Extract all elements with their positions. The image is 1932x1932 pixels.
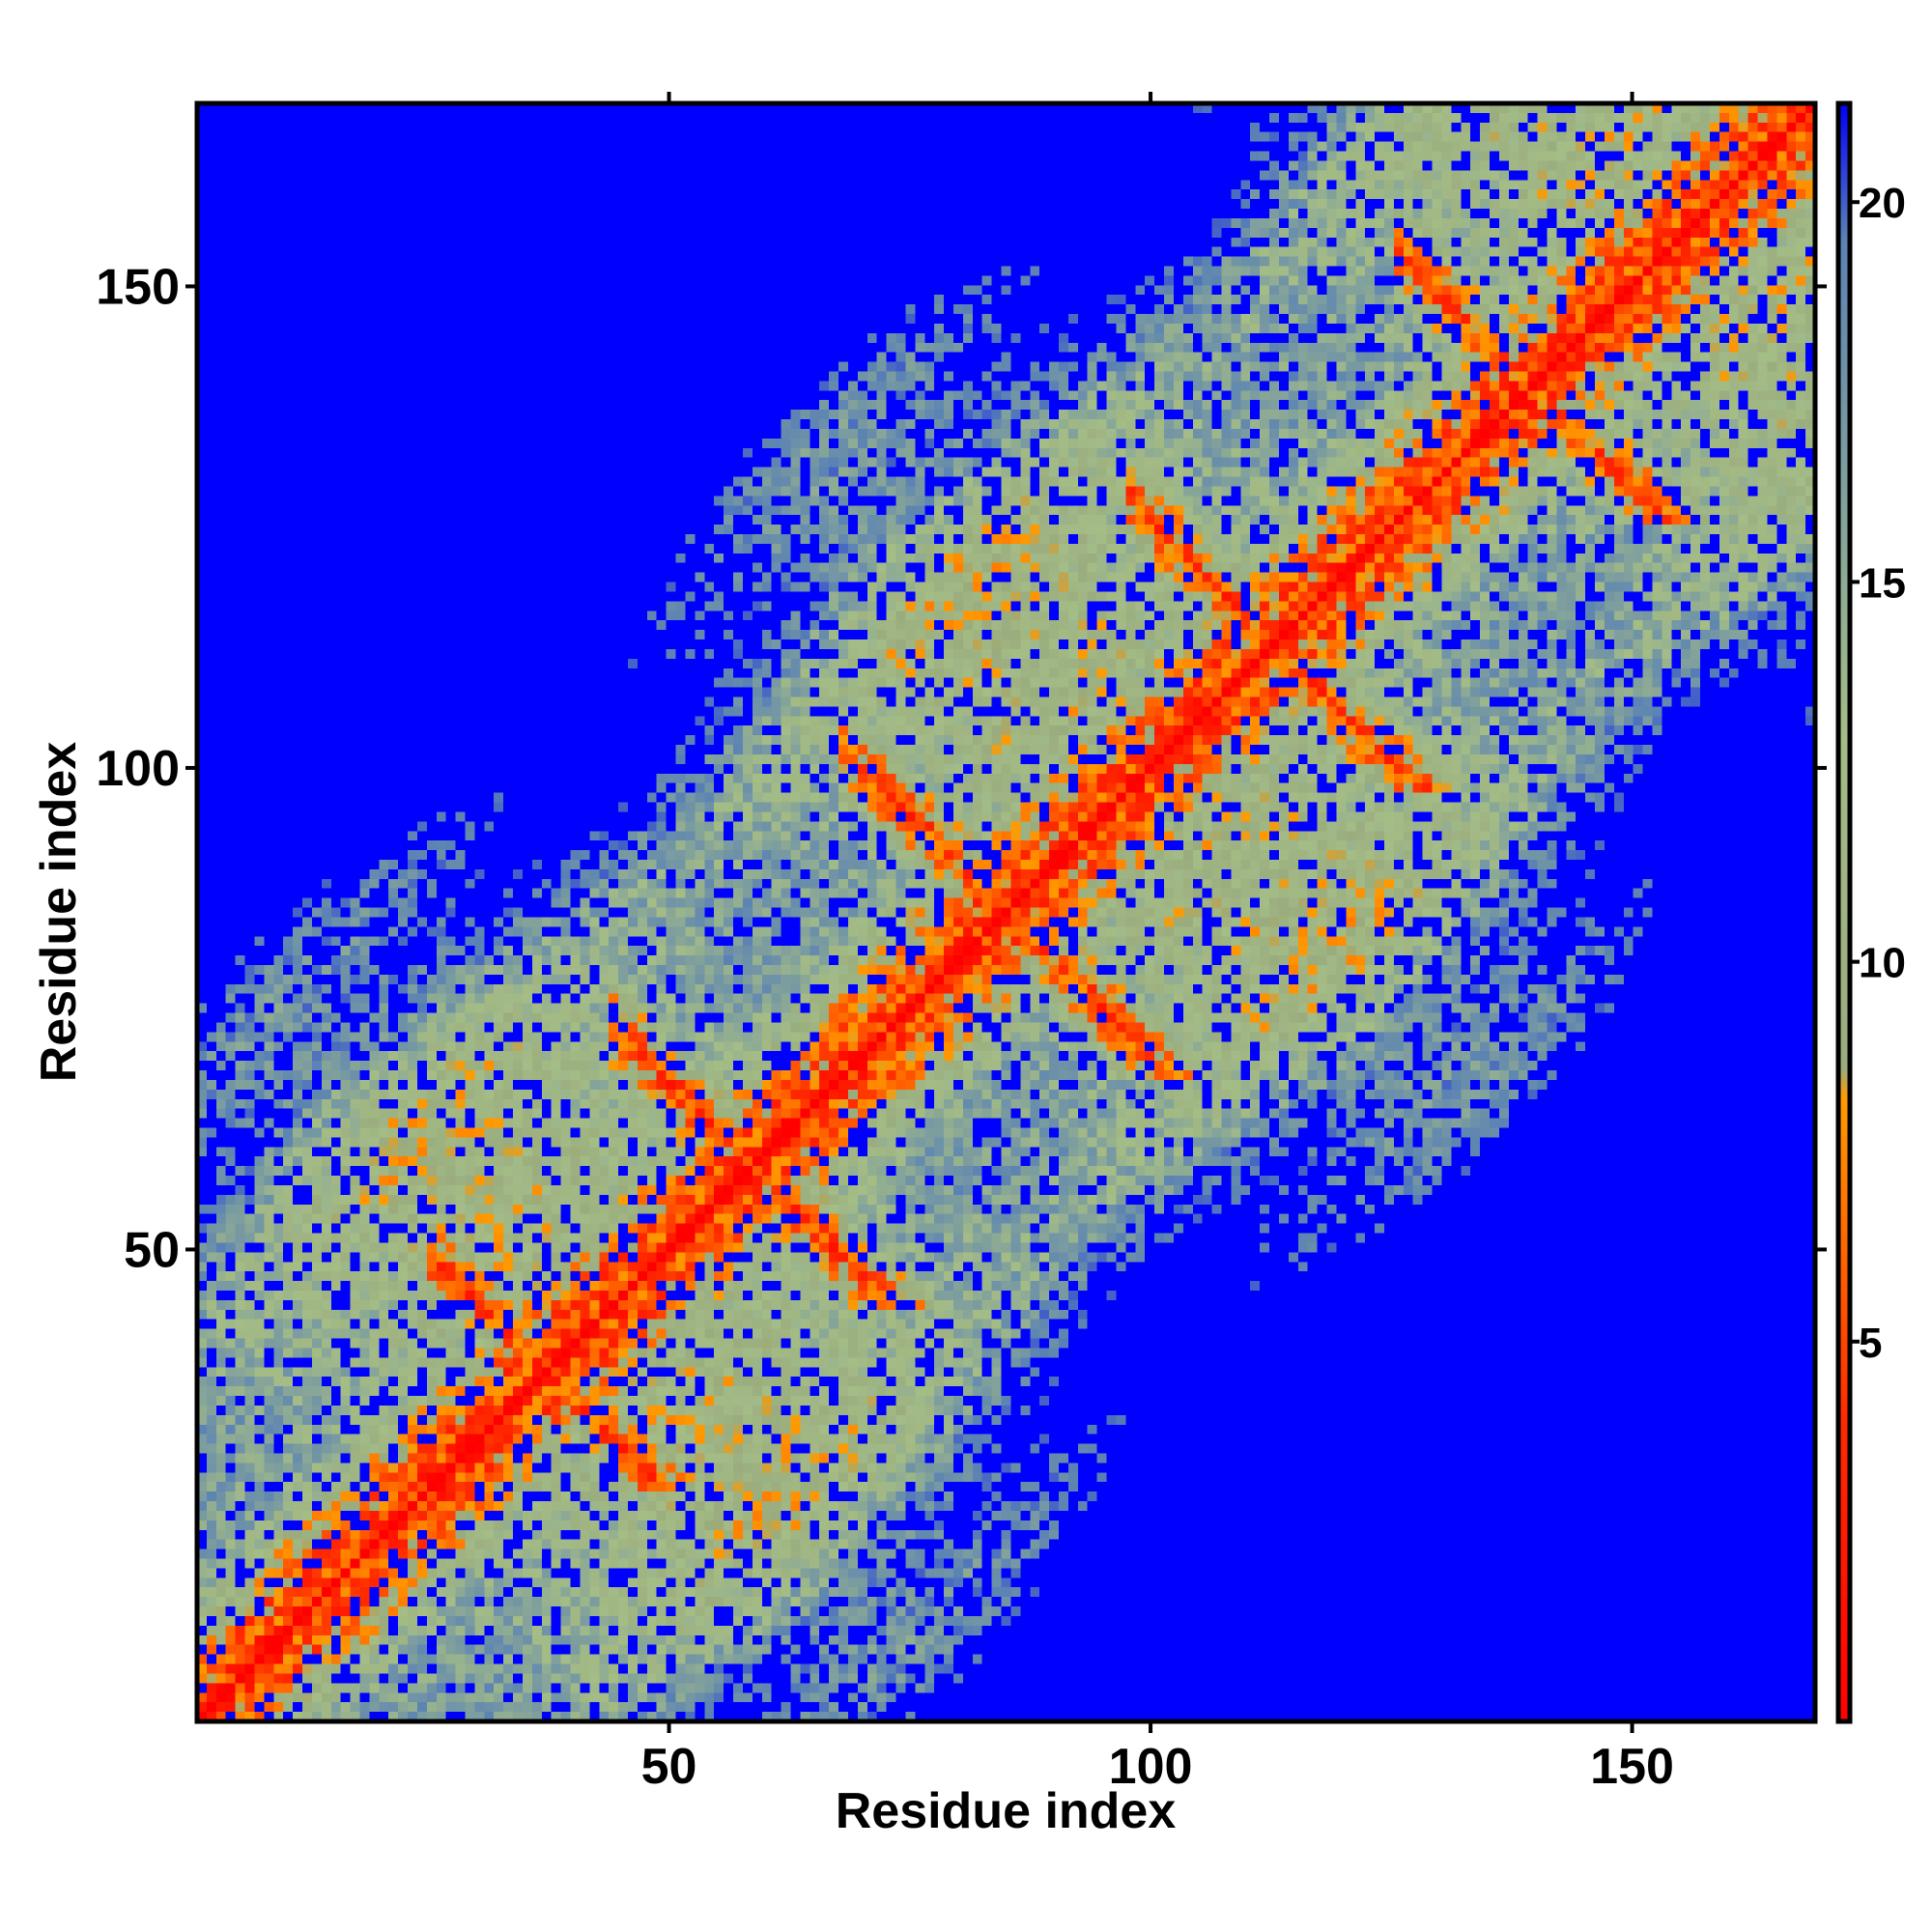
y-tick-label: 50 [124,1222,180,1278]
colorbar-ticks: 5 10 15 20 [1850,180,1906,1367]
distance-heatmap [197,103,1815,1721]
colorbar-tick-label: 5 [1859,1320,1882,1367]
y-axis-ticks: 50 100 150 [96,259,1827,1278]
x-axis-title: Residue index [836,1783,1177,1839]
y-axis-title: Residue index [31,742,87,1083]
colorbar-tick-label: 15 [1859,559,1906,607]
y-tick-label: 100 [96,741,180,797]
x-tick-label: 150 [1590,1739,1674,1795]
colorbar-tick-label: 10 [1859,940,1906,987]
plot-frame [194,100,1818,1724]
x-tick-label: 50 [641,1739,697,1795]
y-tick-label: 150 [96,259,180,315]
colorbar [1835,100,1853,1724]
x-tick-label: 100 [1109,1739,1193,1795]
x-axis-ticks: 50 100 150 [641,92,1674,1795]
colorbar-tick-label: 20 [1859,180,1906,227]
